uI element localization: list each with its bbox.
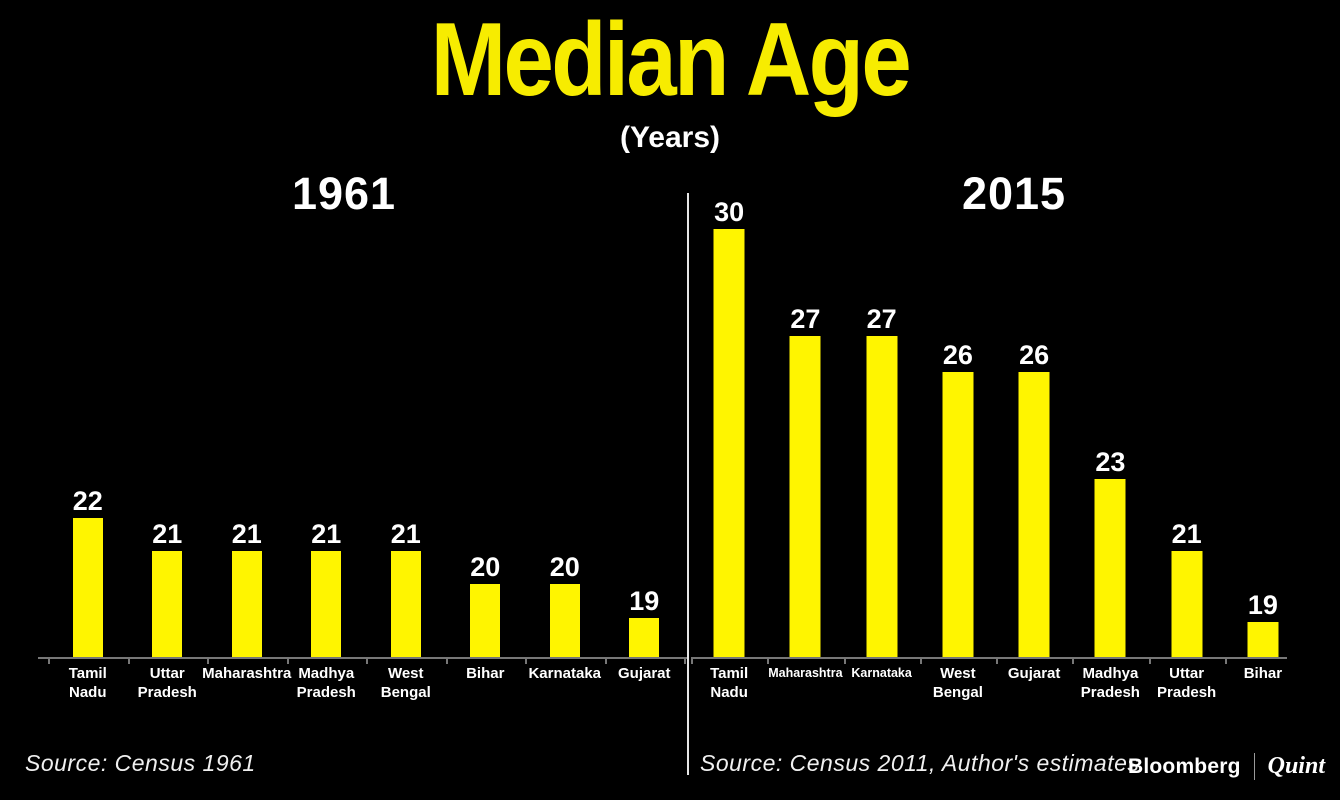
x-axis-label-maharashtra: Maharashtra <box>768 666 843 680</box>
axis-tick <box>691 658 693 664</box>
bar-slot: 20 <box>525 190 605 658</box>
bar-uttar-pradesh <box>152 551 183 658</box>
bar-tamil-nadu <box>72 518 103 658</box>
page-title: Median Age <box>0 8 1340 112</box>
x-axis-label-bihar: Bihar <box>1243 665 1283 682</box>
axis-tick <box>525 658 527 664</box>
x-axis-2015 <box>691 657 1287 659</box>
x-axis-label-west-bengal: West Bengal <box>380 665 431 702</box>
bar-bihar <box>1247 622 1279 658</box>
axis-tick <box>919 658 922 664</box>
bar-value-label: 21 <box>152 518 183 549</box>
bar-uttar-pradesh <box>1171 551 1203 658</box>
x-axis-label-maharashtra: Maharashtra <box>202 665 292 682</box>
axis-tick <box>286 658 289 664</box>
bar-value-label: 23 <box>1095 446 1126 477</box>
page-title-text: Median Age <box>430 2 912 118</box>
bar-value-label: 19 <box>629 585 660 616</box>
x-axis-label-madhya-pradesh: Madhya Pradesh <box>1080 665 1140 702</box>
bar-value-label: 20 <box>549 551 580 582</box>
bar-karnataka <box>866 336 898 658</box>
bar-karnataka <box>549 584 580 658</box>
bar-slot: 21 <box>207 190 287 658</box>
bar-madhya-pradesh <box>311 551 342 658</box>
bar-value-label: 19 <box>1247 589 1278 620</box>
x-axis-label-west-bengal: West Bengal <box>932 665 983 702</box>
bar-maharashtra <box>789 336 821 658</box>
panel-divider-line <box>687 193 689 775</box>
quint-wordmark: Quint <box>1267 753 1325 779</box>
bar-slot: 20 <box>446 190 526 658</box>
x-axis-label-tamil-nadu: Tamil Nadu <box>710 665 749 702</box>
bar-slot: 21 <box>128 190 208 658</box>
x-axis-label-karnataka: Karnataka <box>528 665 602 682</box>
axis-tick <box>996 658 998 664</box>
axis-tick <box>1148 658 1151 664</box>
bar-slot: 23 <box>1072 190 1148 658</box>
bloomberg-wordmark: Bloomberg <box>1127 754 1241 778</box>
bar-slot: 19 <box>1225 190 1301 658</box>
bar-slot: 27 <box>767 190 843 658</box>
x-axis-label-uttar-pradesh: Uttar Pradesh <box>137 665 197 702</box>
bar-value-label: 22 <box>72 485 103 516</box>
axis-tick <box>366 658 368 664</box>
bar-value-label: 20 <box>470 551 501 582</box>
bar-value-label: 21 <box>1171 518 1202 549</box>
x-axis-label-karnataka: Karnataka <box>851 666 912 680</box>
bar-value-label: 26 <box>1019 339 1050 370</box>
axis-tick <box>1072 658 1075 664</box>
bar-value-label: 27 <box>866 303 897 334</box>
x-axis-label-uttar-pradesh: Uttar Pradesh <box>1157 665 1217 702</box>
source-note-2015: Source: Census 2011, Author's estimates <box>700 750 1140 776</box>
axis-tick <box>843 658 846 664</box>
bar-value-label: 21 <box>231 518 262 549</box>
x-axis-label-gujarat: Gujarat <box>617 665 671 682</box>
x-axis-label-bihar: Bihar <box>466 665 505 682</box>
bar-slot: 21 <box>366 190 446 658</box>
axis-tick <box>207 658 209 664</box>
axis-tick <box>684 658 686 664</box>
axis-tick <box>445 658 448 664</box>
brand-divider <box>1253 753 1255 780</box>
bar-value-label: 21 <box>390 518 421 549</box>
panel-title-2015: 2015 <box>961 168 1067 219</box>
x-axis-label-gujarat: Gujarat <box>1007 665 1061 682</box>
bloomberg-quint-logo: Bloomberg Quint <box>1128 753 1325 780</box>
panel-title-1961: 1961 <box>291 168 397 219</box>
bar-slot: 19 <box>605 190 685 658</box>
x-axis-label-tamil-nadu: Tamil Nadu <box>68 665 107 702</box>
chart-unit-subtitle: (Years) <box>619 121 721 154</box>
axis-tick <box>48 658 50 664</box>
bar-slot: 26 <box>996 190 1072 658</box>
axis-tick <box>767 658 770 664</box>
source-note-1961: Source: Census 1961 <box>25 750 256 776</box>
bar-slot: 27 <box>844 190 920 658</box>
bar-value-label: 26 <box>942 339 973 370</box>
chart-1961-plot-area: 22 21 21 21 21 20 20 19 <box>48 190 684 658</box>
x-axis-label-madhya-pradesh: Madhya Pradesh <box>296 665 356 702</box>
chart-2015-plot-area: 30 27 27 26 26 23 21 19 <box>691 190 1301 658</box>
bar-bihar <box>470 584 501 658</box>
bar-slot: 21 <box>287 190 367 658</box>
bar-tamil-nadu <box>713 229 745 658</box>
bar-madhya-pradesh <box>1094 479 1126 658</box>
bar-slot: 26 <box>920 190 996 658</box>
bar-value-label: 27 <box>790 303 821 334</box>
bar-maharashtra <box>231 551 262 658</box>
axis-tick <box>1224 658 1227 664</box>
bar-west-bengal <box>942 372 974 658</box>
bar-value-label: 21 <box>311 518 342 549</box>
bar-slot: 22 <box>48 190 128 658</box>
bar-gujarat <box>629 618 660 658</box>
bar-value-label: 30 <box>714 196 745 227</box>
axis-tick <box>127 658 130 664</box>
bar-slot: 21 <box>1149 190 1225 658</box>
bar-slot: 30 <box>691 190 767 658</box>
x-axis-1961 <box>38 657 687 659</box>
bar-west-bengal <box>390 551 421 658</box>
bar-gujarat <box>1018 372 1050 658</box>
axis-tick <box>604 658 607 664</box>
